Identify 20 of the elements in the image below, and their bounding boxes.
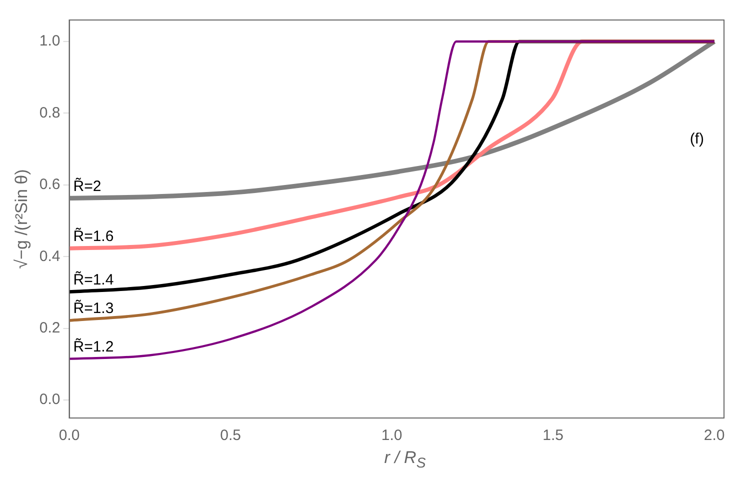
x-tick-label: 0.0 <box>58 427 80 444</box>
x-tick-label: 1.5 <box>542 427 564 444</box>
x-tick-label: 0.5 <box>220 427 241 444</box>
y-axis-title: √−g /(r²Sin θ) <box>12 169 31 269</box>
series-label: R̃=1.3 <box>73 300 114 318</box>
series-label: R̃=2 <box>73 177 102 195</box>
y-tick-label: 0.6 <box>39 176 60 194</box>
y-tick-label: 0.0 <box>39 391 60 408</box>
y-tick-label: 0.8 <box>39 104 60 122</box>
y-tick-label: 0.2 <box>39 320 60 336</box>
x-tick-label: 2.0 <box>704 427 725 444</box>
x-tick-label: 1.0 <box>381 427 402 444</box>
series-label: R̃=1.6 <box>73 228 114 246</box>
y-tick-label: 1.0 <box>39 32 60 50</box>
x-axis-title: r / R$_{S}$ <box>383 448 427 472</box>
series-label: R̃=1.2 <box>73 338 114 356</box>
annotation: (f) <box>690 130 704 148</box>
series-label: R̃=1.4 <box>73 270 114 288</box>
line-series <box>69 39 717 201</box>
y-tick-label: 0.4 <box>39 248 60 265</box>
